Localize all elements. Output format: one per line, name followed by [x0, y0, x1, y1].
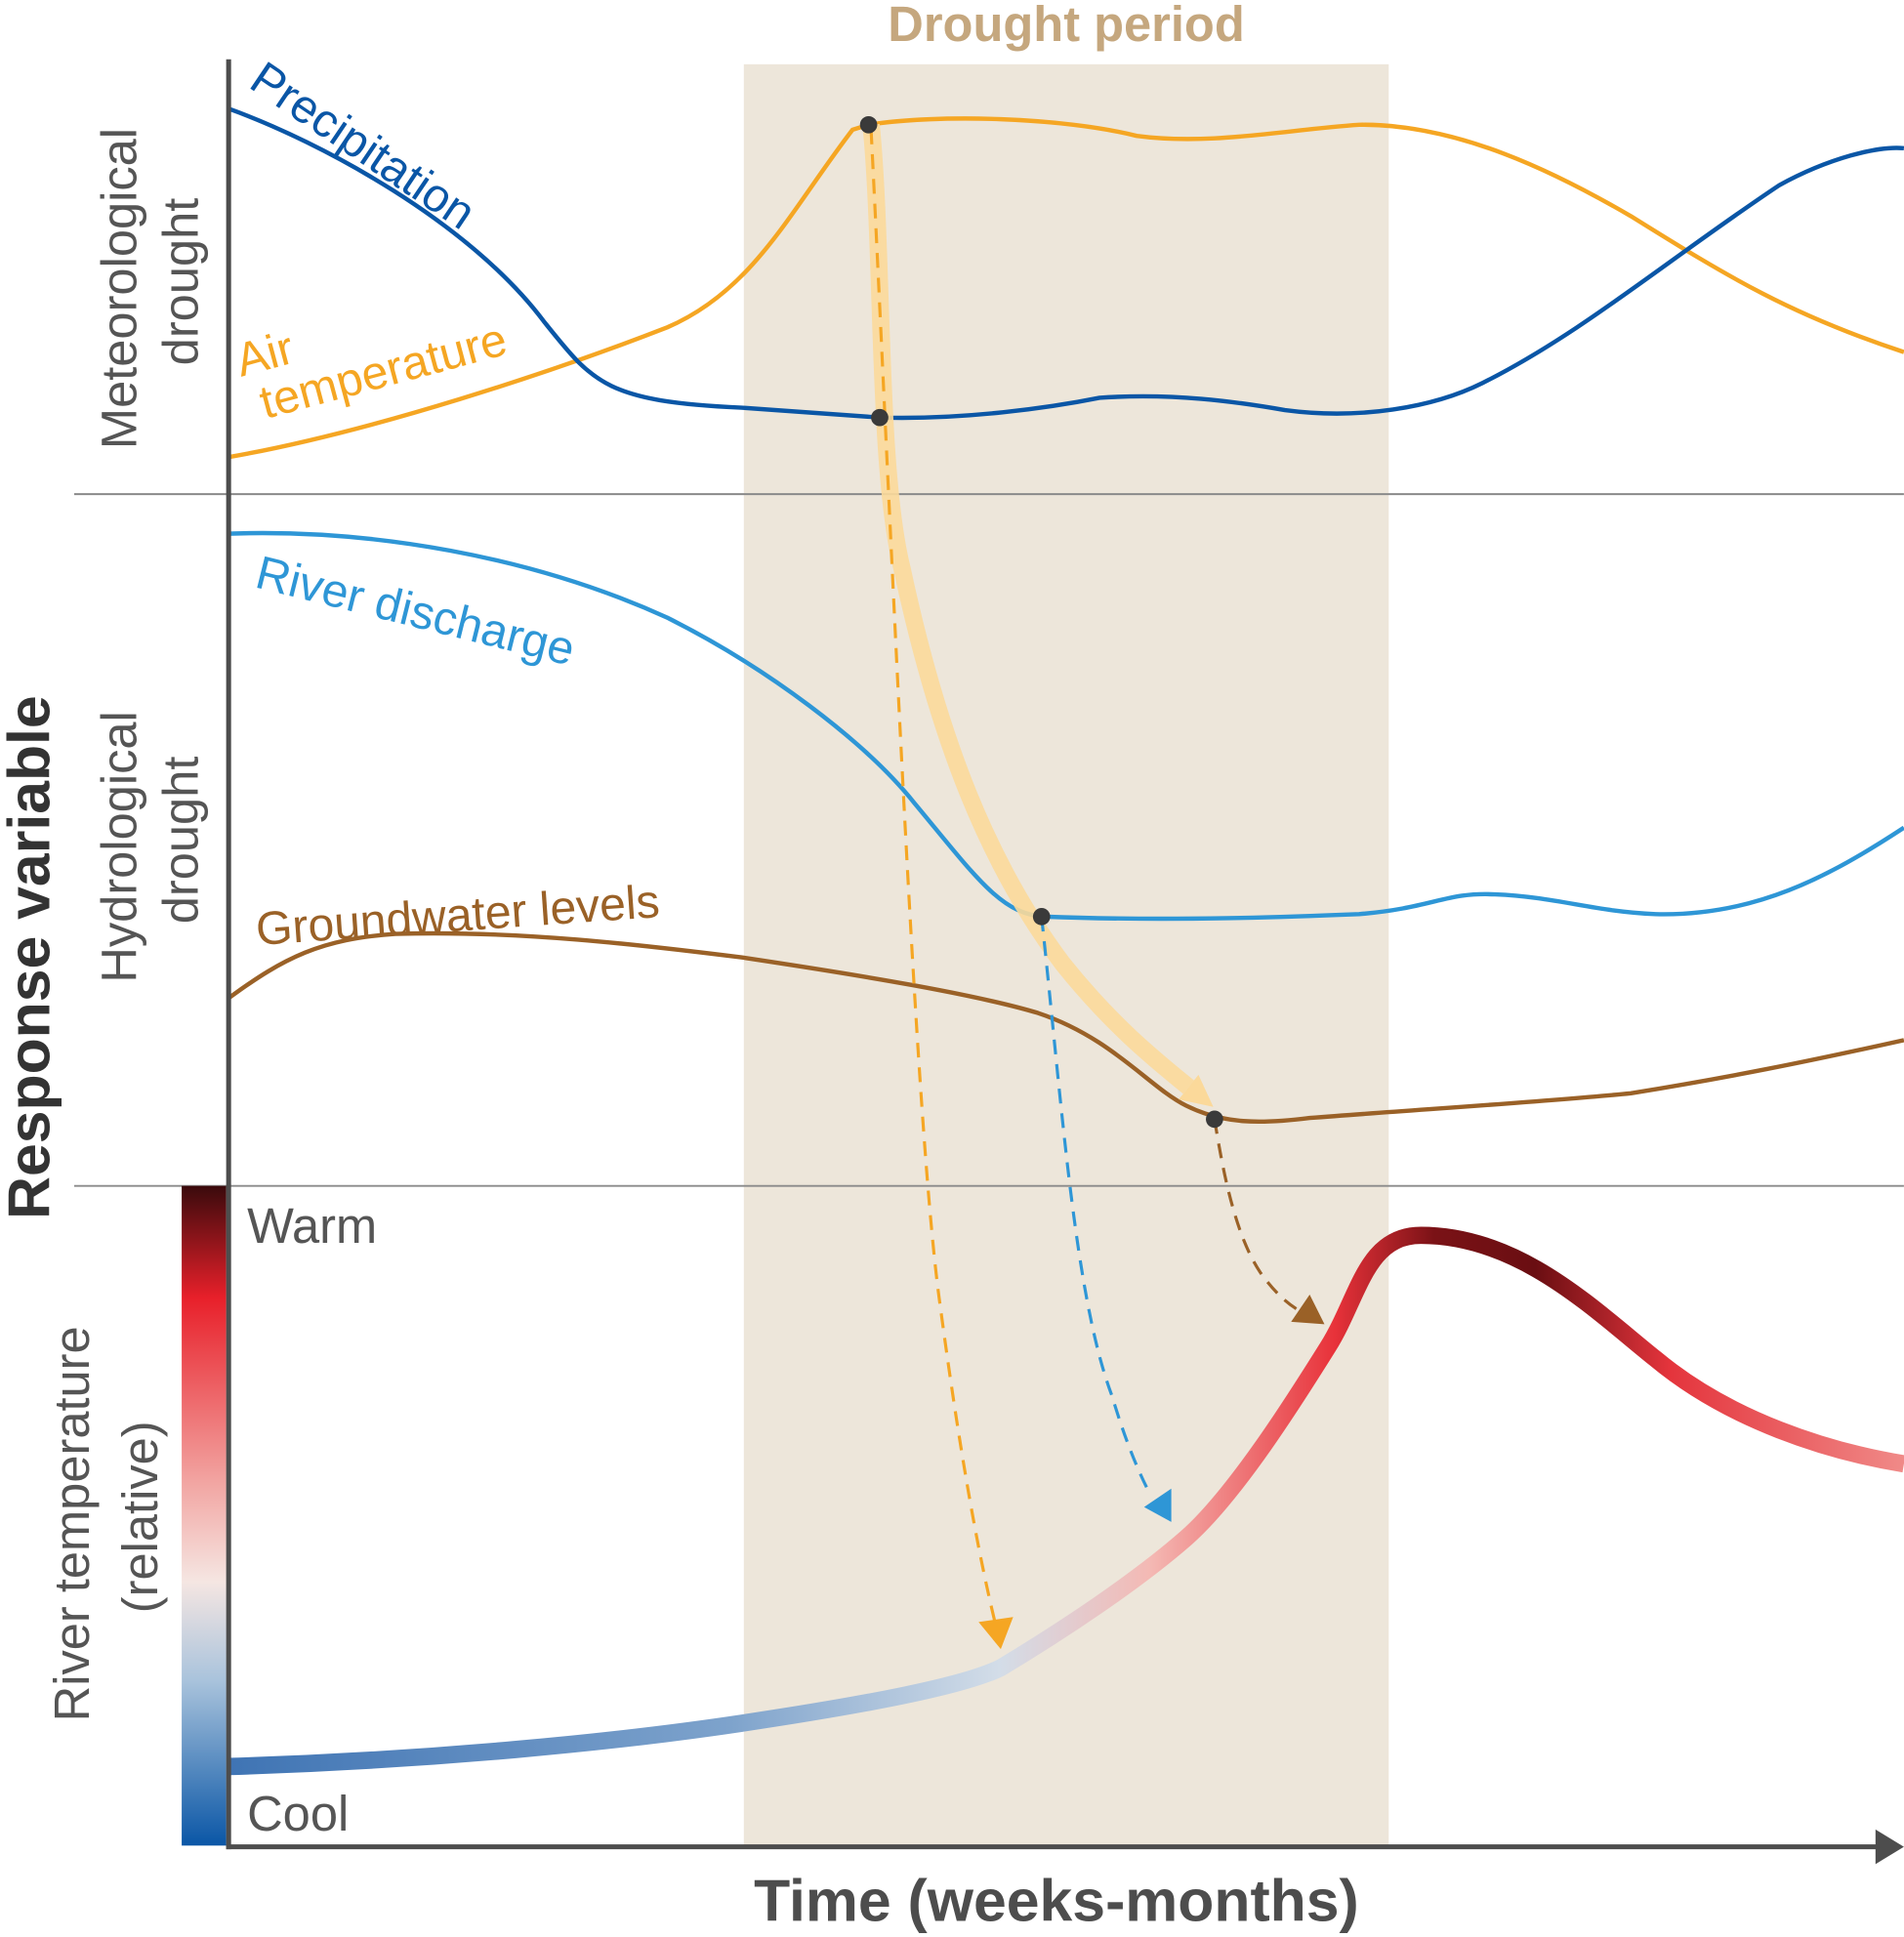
event-dot: [1032, 908, 1051, 926]
x-axis-label: Time (weeks-months): [754, 1868, 1359, 1934]
precipitation-label: Precipitation: [241, 52, 485, 240]
main-arrowhead-icon: [1179, 1074, 1214, 1107]
river-temperature-panel-label: River temperature (relative): [44, 1312, 168, 1721]
panel-label-line: River temperature: [44, 1326, 100, 1721]
air-label-line2: temperature: [254, 312, 512, 429]
brown-arrowhead-icon: [1291, 1295, 1325, 1325]
propagation-main-arrow: [862, 123, 1194, 1094]
precipitation-line: [228, 106, 1904, 421]
event-dot: [1206, 1110, 1223, 1129]
air-temperature-label: Air temperature: [230, 268, 513, 433]
temperature-colorbar: [182, 1185, 227, 1846]
hydrological-panel-label: Hydrological drought: [91, 697, 208, 983]
orange-arrowhead-icon: [978, 1617, 1014, 1650]
river-discharge-label: River discharge: [251, 546, 580, 676]
colorbar-cool-label: Cool: [247, 1786, 349, 1841]
river-discharge-line: [228, 530, 1904, 922]
x-axis-arrowhead-icon: [1875, 1829, 1904, 1865]
panel-label-line: (relative): [112, 1421, 168, 1613]
panel-label-line: drought: [153, 757, 209, 925]
air-temp-dashed-arrow: [869, 129, 997, 1622]
drought-period-title: Drought period: [888, 0, 1244, 52]
panel-label-line: drought: [153, 198, 209, 366]
meteorological-panel-label: Meteorological drought: [91, 114, 208, 449]
y-axis-label: Response variable: [0, 695, 62, 1219]
colorbar-warm-label: Warm: [247, 1198, 377, 1254]
event-dot: [859, 115, 878, 134]
event-dot: [871, 408, 889, 427]
river-temperature-line: [228, 1226, 1904, 1776]
panel-label-line: Meteorological: [91, 128, 146, 449]
groundwater-line: [227, 930, 1904, 1125]
discharge-dashed-arrow: [1040, 916, 1151, 1494]
blue-arrowhead-icon: [1143, 1488, 1172, 1522]
air-temperature-line: [228, 116, 1904, 460]
panel-label-line: Hydrological: [91, 711, 146, 982]
